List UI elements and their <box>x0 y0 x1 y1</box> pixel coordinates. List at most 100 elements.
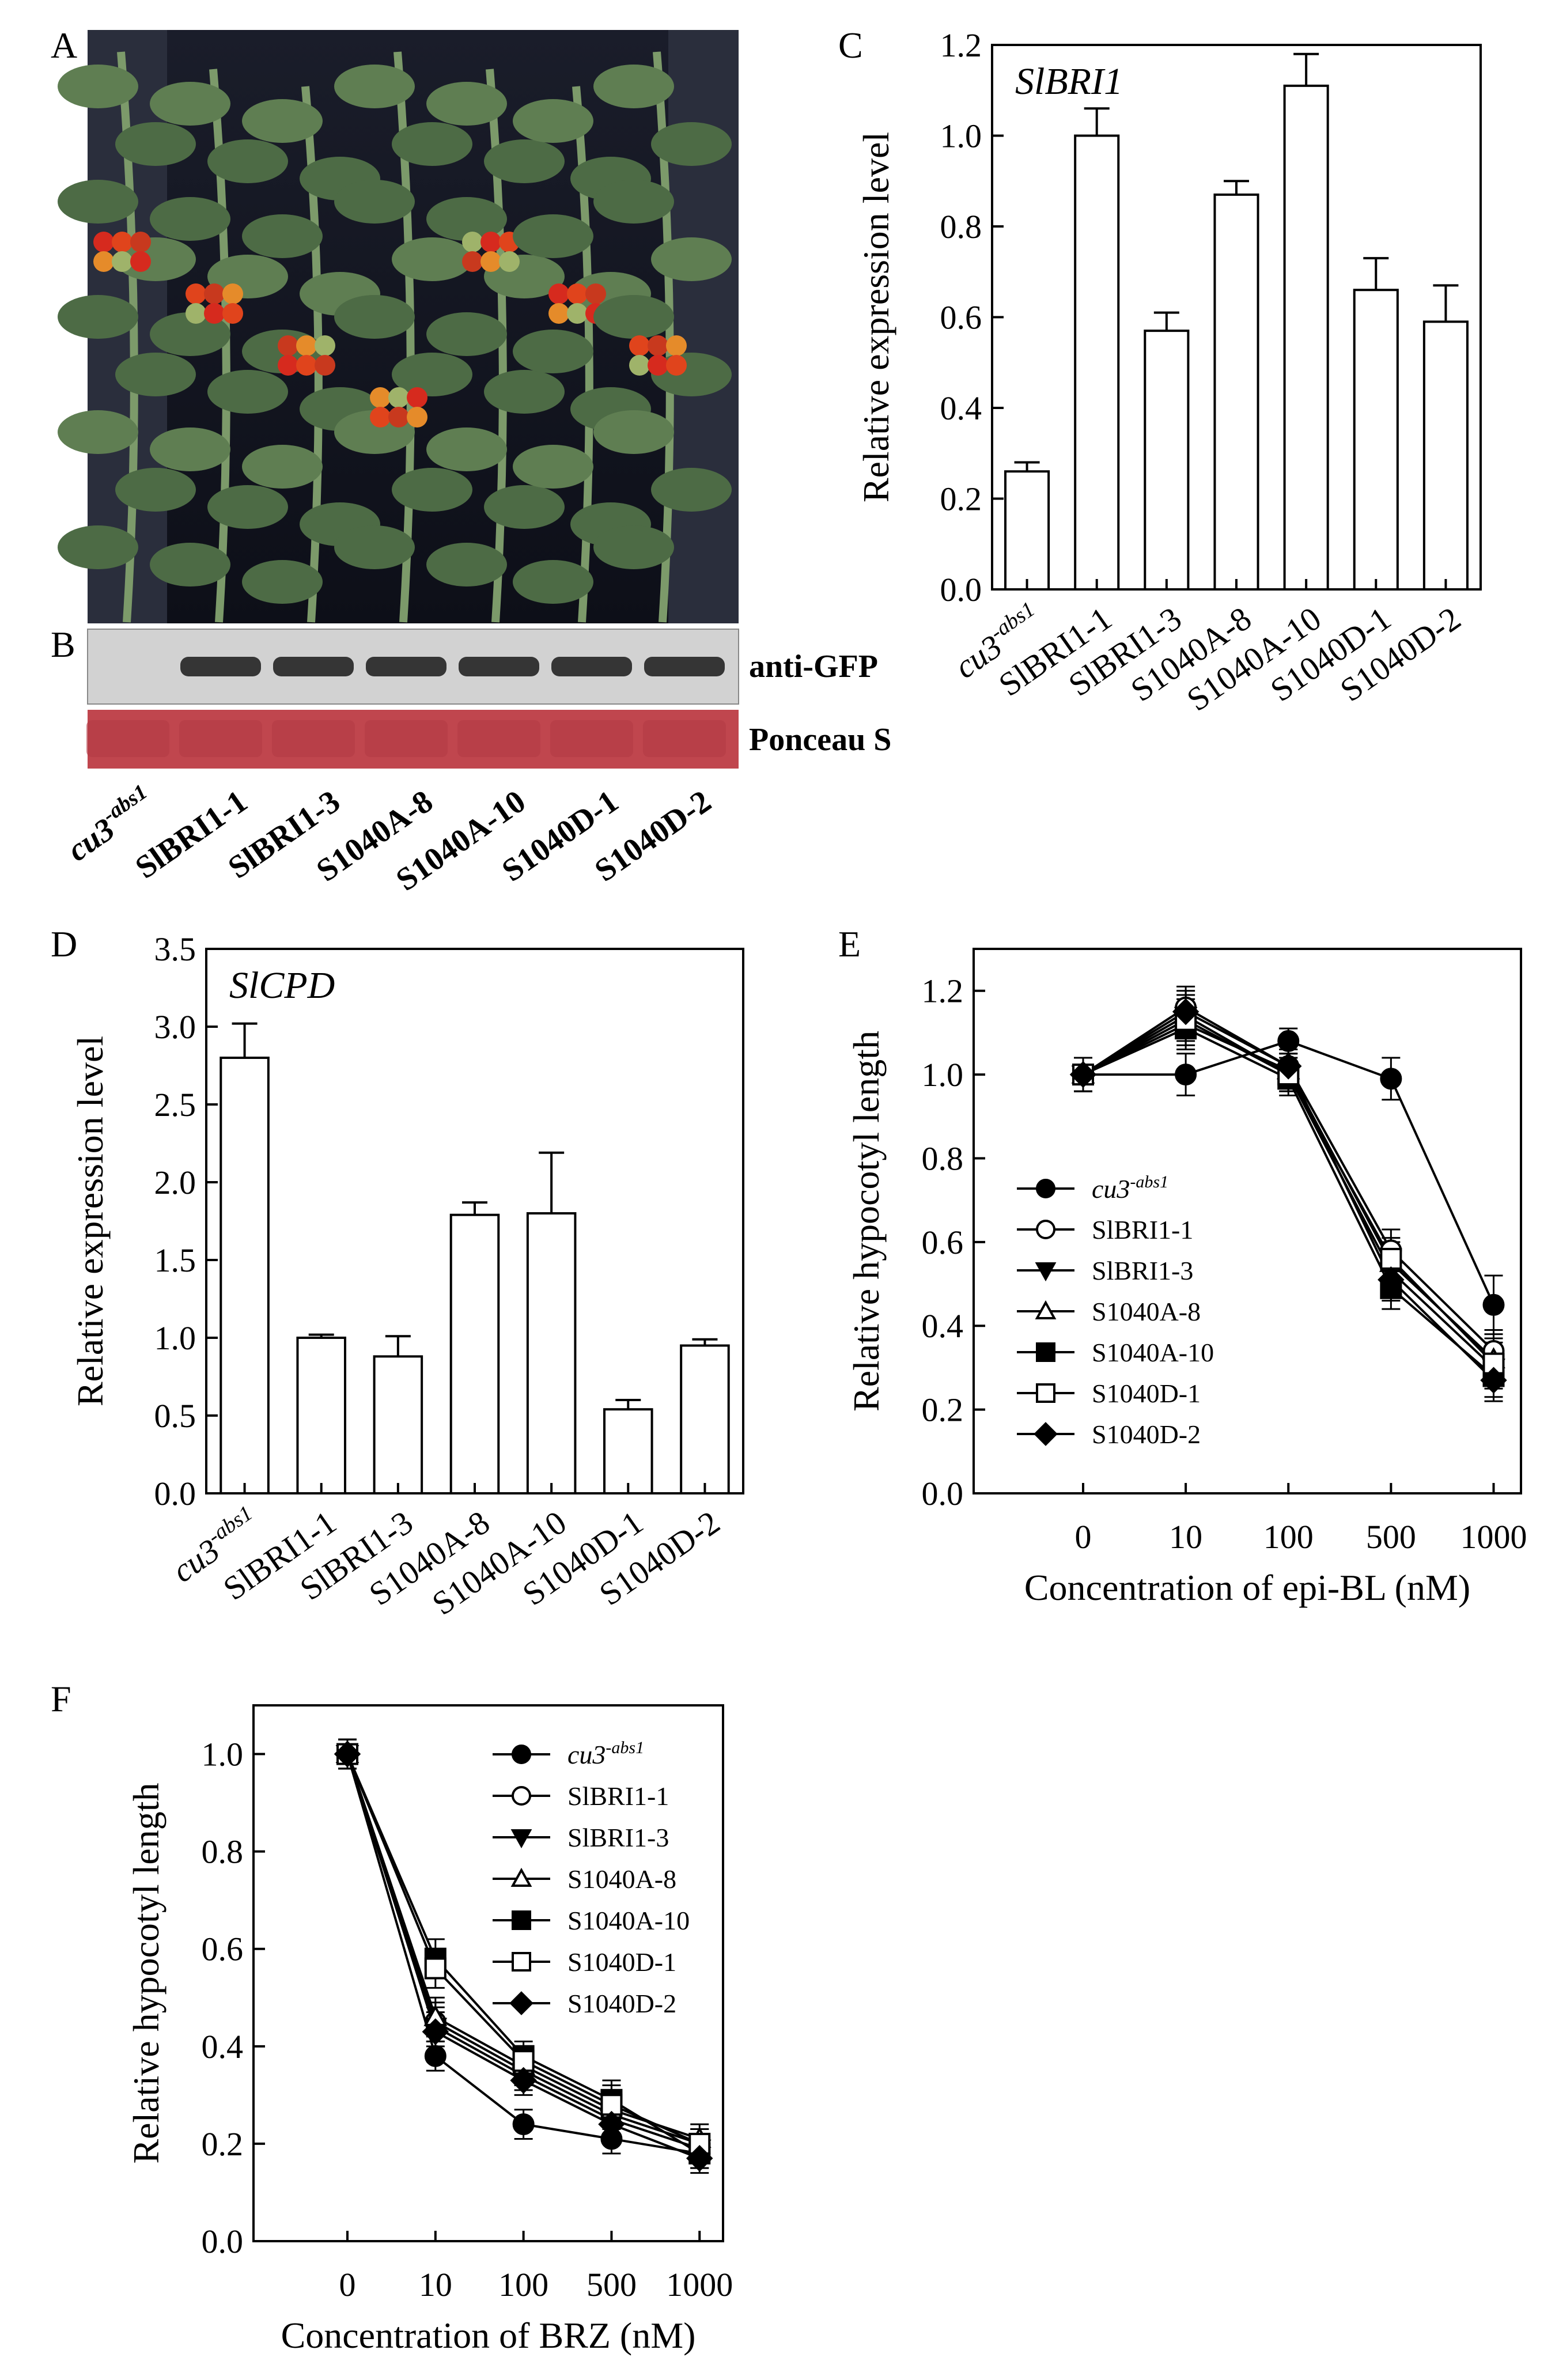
tomato-fruit <box>370 387 391 408</box>
tomato-fruit <box>388 387 409 408</box>
panel-label-b: B <box>51 624 75 665</box>
leaf <box>513 214 593 258</box>
y-tick-label: 0.4 <box>202 2028 244 2065</box>
bar-s1040a-10 <box>526 1212 577 1494</box>
plot-frame <box>252 1704 724 2242</box>
x-tick-label: 10 <box>1169 1518 1202 1556</box>
y-tick-label: 0.8 <box>922 1140 964 1177</box>
legend-label-main: cu3 <box>1092 1174 1130 1204</box>
tomato-fruit <box>629 335 650 356</box>
ponceau-lane-s1040d-2 <box>643 720 726 757</box>
tomato-fruit <box>222 303 243 324</box>
legend-label-slbri1-1: SlBRI1-1 <box>1092 1215 1193 1244</box>
gene-name: SlBRI1 <box>1015 60 1123 103</box>
bar-s1040a-8 <box>449 1213 500 1494</box>
tomato-fruit <box>567 303 588 324</box>
legend-label-slbri1-1: SlBRI1-1 <box>567 1781 669 1811</box>
y-tick-label: 0.0 <box>154 1475 196 1512</box>
band-s1040d-1 <box>551 657 632 676</box>
ponceau-lane-slbri1-3 <box>272 720 355 757</box>
band-slbri1-1 <box>180 657 261 676</box>
bar-s1040d-2 <box>1422 320 1469 591</box>
x-tick-label: 100 <box>1263 1518 1314 1556</box>
leaf <box>392 237 472 281</box>
western-blot: anti-GFP Ponceau S cu3-abs1SlBRI1-1SlBRI… <box>61 629 891 898</box>
leaf <box>484 485 565 529</box>
legend-label-s1040d-2: S1040D-2 <box>567 1989 676 2018</box>
tomato-fruit <box>629 355 650 376</box>
y-tick-label: 0.8 <box>940 208 982 245</box>
leaf <box>115 353 196 396</box>
leaf <box>150 82 230 126</box>
leaf <box>651 122 732 166</box>
blot-lane-labels: cu3-abs1SlBRI1-1SlBRI1-3S1040A-8S1040A-1… <box>61 780 718 898</box>
y-tick-label: 3.5 <box>154 930 196 968</box>
legend-label-s1040d-1: S1040D-1 <box>567 1947 676 1977</box>
point-s1040d-2-4 <box>686 2145 713 2172</box>
leaf <box>484 370 565 414</box>
y-tick-label: 1.5 <box>154 1242 196 1279</box>
legend-label-s1040a-10: S1040A-10 <box>1092 1338 1214 1367</box>
tomato-fruit <box>112 232 133 252</box>
legend-label-s1040a-8: S1040A-8 <box>1092 1297 1201 1326</box>
y-tick-label: 0.4 <box>940 389 982 427</box>
tomato-fruit <box>548 283 569 304</box>
tomato-fruit <box>480 251 501 272</box>
tomato-fruit <box>93 251 114 272</box>
tomato-fruit <box>666 355 687 376</box>
leaf <box>58 525 138 569</box>
tomato-fruit <box>130 232 151 252</box>
y-tick-label: 1.0 <box>202 1736 244 1773</box>
y-tick-label: 0.6 <box>922 1224 964 1261</box>
ponceau-lane-s1040a-10 <box>457 720 540 757</box>
legend-label-s1040a-10: S1040A-10 <box>567 1906 690 1935</box>
chart-c: 0.0 0.2 0.4 0.6 0.8 1.0 1.2 Relative expression… <box>856 27 1482 718</box>
legend-label-s1040a-8: S1040A-8 <box>567 1864 676 1894</box>
legend-marker-s1040a-8 <box>510 1867 532 1887</box>
legend-marker-cu3-abs1 <box>512 1745 531 1764</box>
y-axis-title: Relative expression level <box>70 1036 111 1406</box>
leaf <box>593 525 674 569</box>
y-tick-label: 3.0 <box>154 1008 196 1046</box>
point-s1040d-2-4 <box>1480 1367 1507 1394</box>
point-s1040d-2-1 <box>1172 998 1199 1026</box>
tomato-fruit <box>480 232 501 252</box>
leaf <box>207 139 288 183</box>
leaf <box>150 543 230 587</box>
leaf <box>513 99 593 143</box>
y-tick-label: 0.8 <box>202 1833 244 1871</box>
band-s1040a-8 <box>366 657 446 676</box>
chart-f: 0.0 0.2 0.4 0.6 0.8 1.0 0 10 100 500 1000 Relative … <box>126 1704 733 2356</box>
plant-foliage <box>58 51 732 623</box>
leaf <box>150 427 230 471</box>
point-s1040d-2-0 <box>1069 1061 1097 1088</box>
leaf <box>115 468 196 512</box>
tomato-fruit <box>567 283 588 304</box>
leaf <box>392 353 472 396</box>
panel-label-d: D <box>51 924 77 964</box>
tomato-fruit <box>315 355 335 376</box>
leaf <box>426 197 507 241</box>
legend-label-sup: -abs1 <box>606 1738 644 1757</box>
y-tick-label: 0.6 <box>202 1931 244 1968</box>
y-tick-label: 0.0 <box>940 571 982 608</box>
plot-frame <box>973 948 1522 1494</box>
y-tick-label: 2.5 <box>154 1086 196 1123</box>
x-tick-label: 0 <box>1075 1518 1092 1556</box>
ponceau-lane-cu3-abs1 <box>86 720 169 757</box>
y-tick-label: 0.2 <box>940 480 982 518</box>
tomato-fruit <box>499 251 520 272</box>
x-tick-label: 10 <box>419 2266 452 2303</box>
leaf <box>334 525 415 569</box>
tomato-fruit <box>278 355 298 376</box>
leaf <box>58 295 138 339</box>
bar-slbri1-1 <box>1074 134 1120 591</box>
tomato-fruit <box>585 283 606 304</box>
tomato-fruit <box>204 283 225 304</box>
ponceau-label: Ponceau S <box>749 722 891 758</box>
bar-s1040d-2 <box>680 1344 730 1494</box>
tomato-fruit <box>648 355 668 376</box>
leaf <box>58 410 138 454</box>
leaf <box>334 180 415 224</box>
